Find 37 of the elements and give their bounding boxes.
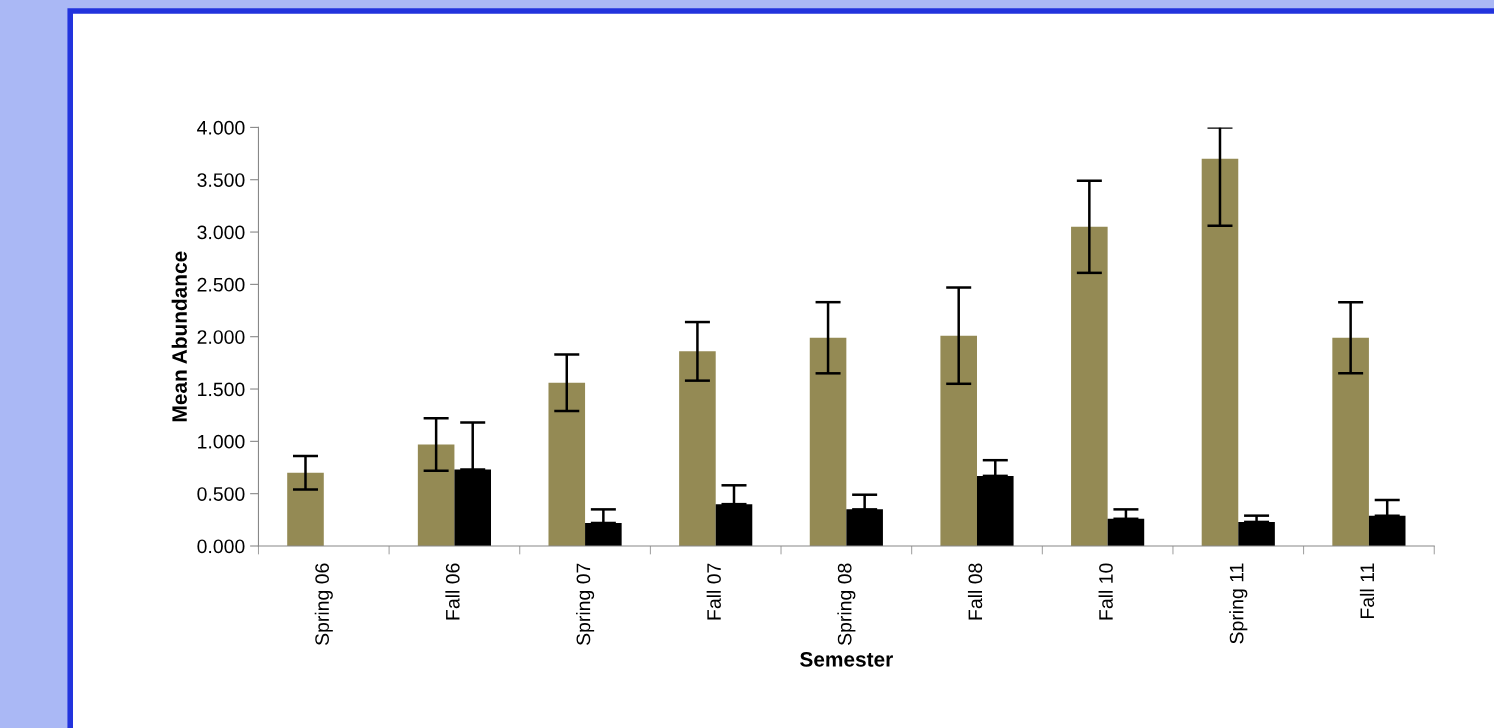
bar: [1238, 521, 1275, 546]
x-tick-label: Spring 07: [576, 563, 595, 646]
y-axis-title: Mean Abundance: [171, 251, 187, 422]
bar: [454, 469, 491, 546]
x-tick-label: Fall 11: [1359, 563, 1375, 618]
bar: [1071, 226, 1108, 546]
y-tick-label: 4.000: [197, 120, 245, 135]
x-tick-label: Fall 08: [967, 563, 983, 620]
bar: [715, 504, 753, 546]
bar: [976, 475, 1014, 546]
bar: [585, 522, 622, 546]
bar: [809, 337, 847, 546]
y-tick-label: 2.000: [197, 330, 245, 344]
bar: [1368, 515, 1406, 546]
x-tick-label: Fall 07: [706, 563, 721, 620]
y-tick-label: 0.000: [197, 539, 245, 554]
y-tick-label: 2.500: [197, 277, 245, 292]
y-tick-label: 3.000: [197, 225, 245, 240]
bar: [417, 444, 455, 546]
bar: [940, 335, 977, 546]
x-axis-title: Semester: [800, 652, 893, 667]
x-tick-label: Spring 11: [1229, 563, 1248, 644]
y-tick-label: 0.500: [197, 487, 245, 501]
bar: [679, 351, 716, 546]
x-tick-label: Fall 10: [1098, 563, 1113, 620]
bar: [1107, 518, 1145, 546]
x-tick-label: Spring 06: [314, 563, 333, 646]
y-tick-label: 3.500: [197, 173, 245, 187]
bar: [1332, 337, 1369, 546]
x-tick-label: Fall 06: [445, 563, 460, 620]
bar: [287, 472, 324, 546]
y-tick-label: 1.000: [198, 434, 245, 449]
bar: [548, 382, 586, 546]
x-tick-label: Spring 08: [837, 563, 856, 646]
bar: [846, 509, 883, 546]
bar: [1201, 158, 1239, 546]
y-tick-label: 1.500: [198, 382, 245, 397]
